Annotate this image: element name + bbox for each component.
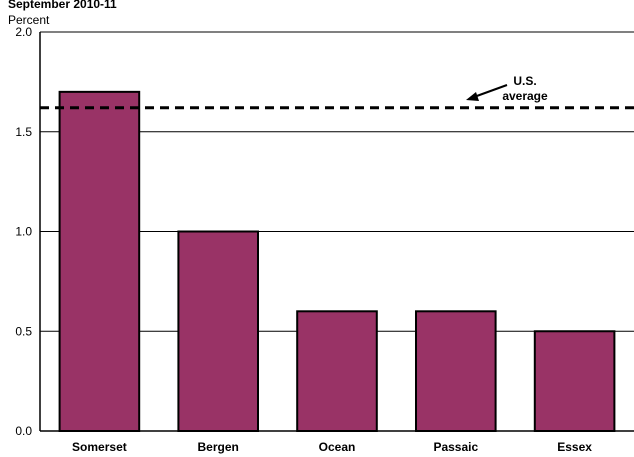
x-tick-labels: Somerset Bergen Ocean Passaic Essex	[72, 440, 592, 454]
y-tick-label: 1.0	[15, 225, 32, 239]
x-tick-label: Bergen	[198, 440, 239, 454]
bar-ocean	[296, 310, 378, 432]
x-tick-label: Essex	[557, 440, 592, 454]
x-tick-label: Ocean	[319, 440, 356, 454]
us-average-label-line1: U.S.	[513, 74, 536, 88]
y-tick-labels: 0.0 0.5 1.0 1.5 2.0	[15, 25, 32, 438]
us-average-arrow	[473, 84, 508, 98]
y-tick-label: 2.0	[15, 25, 32, 39]
us-average-label-line2: average	[502, 89, 548, 103]
y-tick-label: 1.5	[15, 125, 32, 139]
x-tick-label: Somerset	[72, 440, 127, 454]
bars	[58, 90, 616, 432]
chart-subtitle: September 2010-11	[8, 0, 117, 11]
y-axis-label: Percent	[8, 13, 50, 27]
x-tick-label: Passaic	[433, 440, 478, 454]
bar-bergen	[177, 230, 259, 432]
bar-passaic	[415, 310, 497, 432]
y-tick-label: 0.5	[15, 324, 32, 338]
us-average-arrowhead	[466, 92, 479, 101]
bar-essex	[533, 330, 616, 432]
y-tick-label: 0.0	[15, 424, 32, 438]
bar-somerset	[58, 90, 141, 432]
